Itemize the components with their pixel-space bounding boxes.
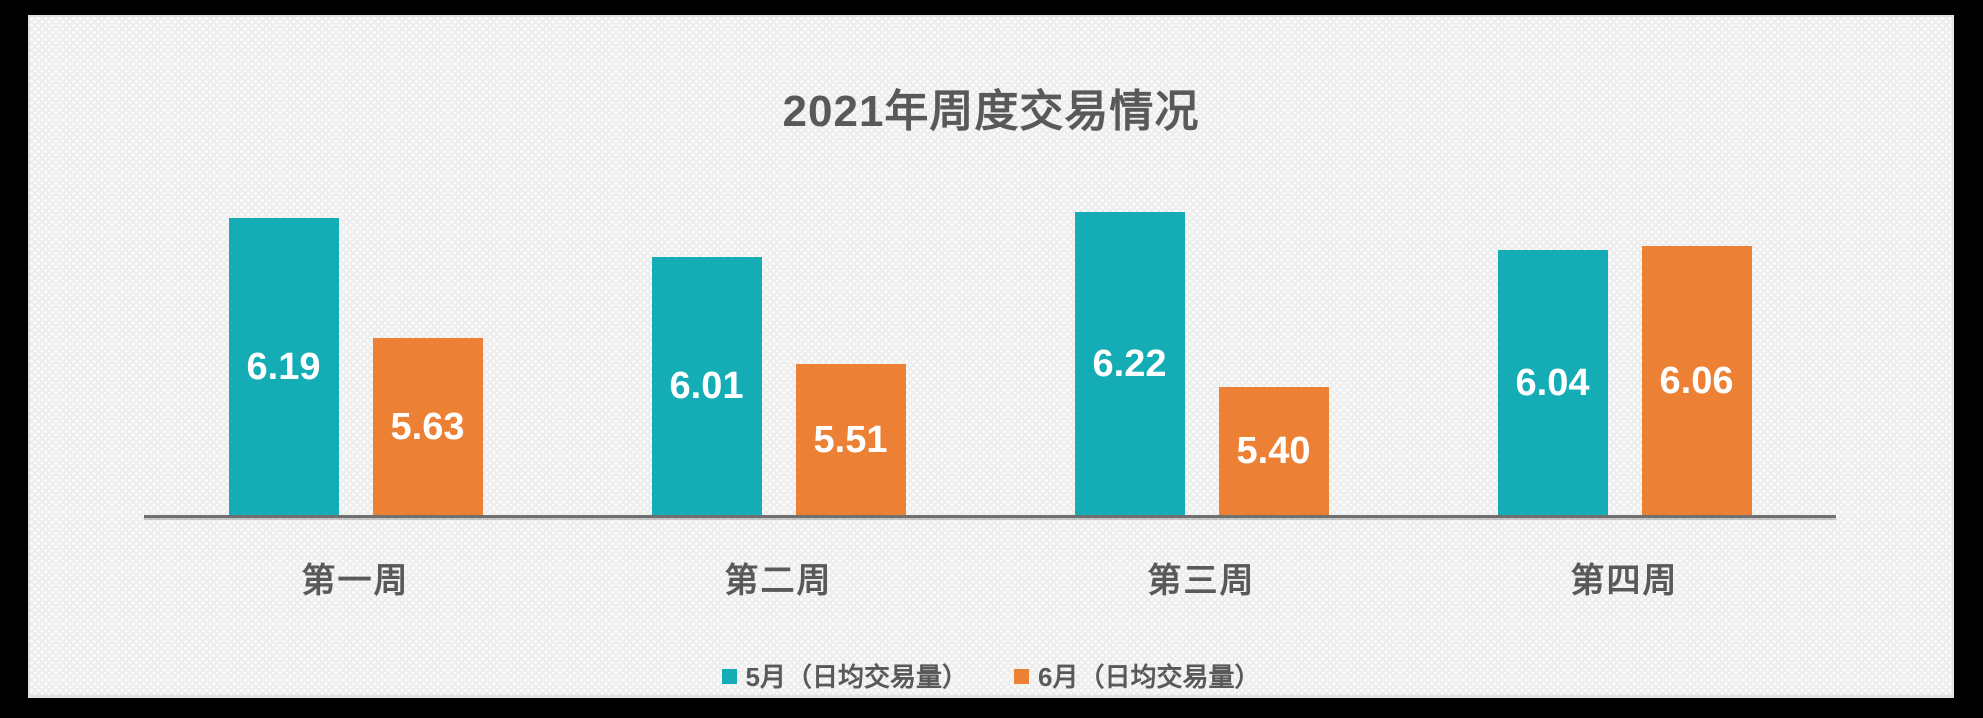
legend-swatch-june-icon	[1014, 669, 1029, 684]
bar-june-week1: 5.63	[372, 338, 483, 515]
bar-value-label: 5.51	[813, 418, 888, 461]
bar-value-label: 6.19	[246, 345, 321, 388]
chart-canvas: 2021年周度交易情况 6.19 5.63 6.01 5.51 6.22 5.40 6.04…	[28, 15, 1954, 698]
bar-may-week2: 6.01	[651, 257, 762, 515]
category-label-week2: 第二周	[724, 562, 833, 600]
category-label-week3: 第三周	[1147, 562, 1256, 600]
legend-label-may: 5月（日均交易量）	[745, 662, 968, 692]
legend-swatch-may-icon	[721, 669, 737, 684]
bar-value-label: 6.04	[1515, 361, 1590, 404]
category-label-week1: 第一周	[301, 562, 410, 600]
bar-may-week1: 6.19	[228, 218, 339, 515]
bar-value-label: 6.01	[669, 365, 744, 407]
bar-june-week2: 5.51	[795, 364, 906, 515]
bar-value-label: 6.06	[1659, 359, 1734, 402]
bar-june-week3: 5.40	[1218, 387, 1329, 515]
bar-value-label: 5.40	[1236, 430, 1311, 472]
legend-item-june: 6月（日均交易量）	[1014, 657, 1260, 694]
legend: 5月（日均交易量） 6月（日均交易量）	[28, 657, 1954, 694]
chart-title: 2021年周度交易情况	[782, 87, 1200, 136]
legend-label-june: 6月（日均交易量）	[1038, 662, 1261, 692]
legend-item-may: 5月（日均交易量）	[721, 657, 968, 694]
bar-value-label: 6.22	[1092, 342, 1167, 385]
plot-area: 6.19 5.63 6.01 5.51 6.22 5.40 6.04 6.06 第一周 第二周 第…	[28, 15, 1954, 698]
bar-may-week4: 6.04	[1497, 250, 1608, 515]
x-axis-line	[144, 515, 1836, 518]
bar-may-week3: 6.22	[1074, 212, 1185, 515]
category-label-week4: 第四周	[1570, 562, 1679, 600]
bar-value-label: 5.63	[390, 405, 465, 448]
bar-june-week4: 6.06	[1641, 246, 1752, 515]
